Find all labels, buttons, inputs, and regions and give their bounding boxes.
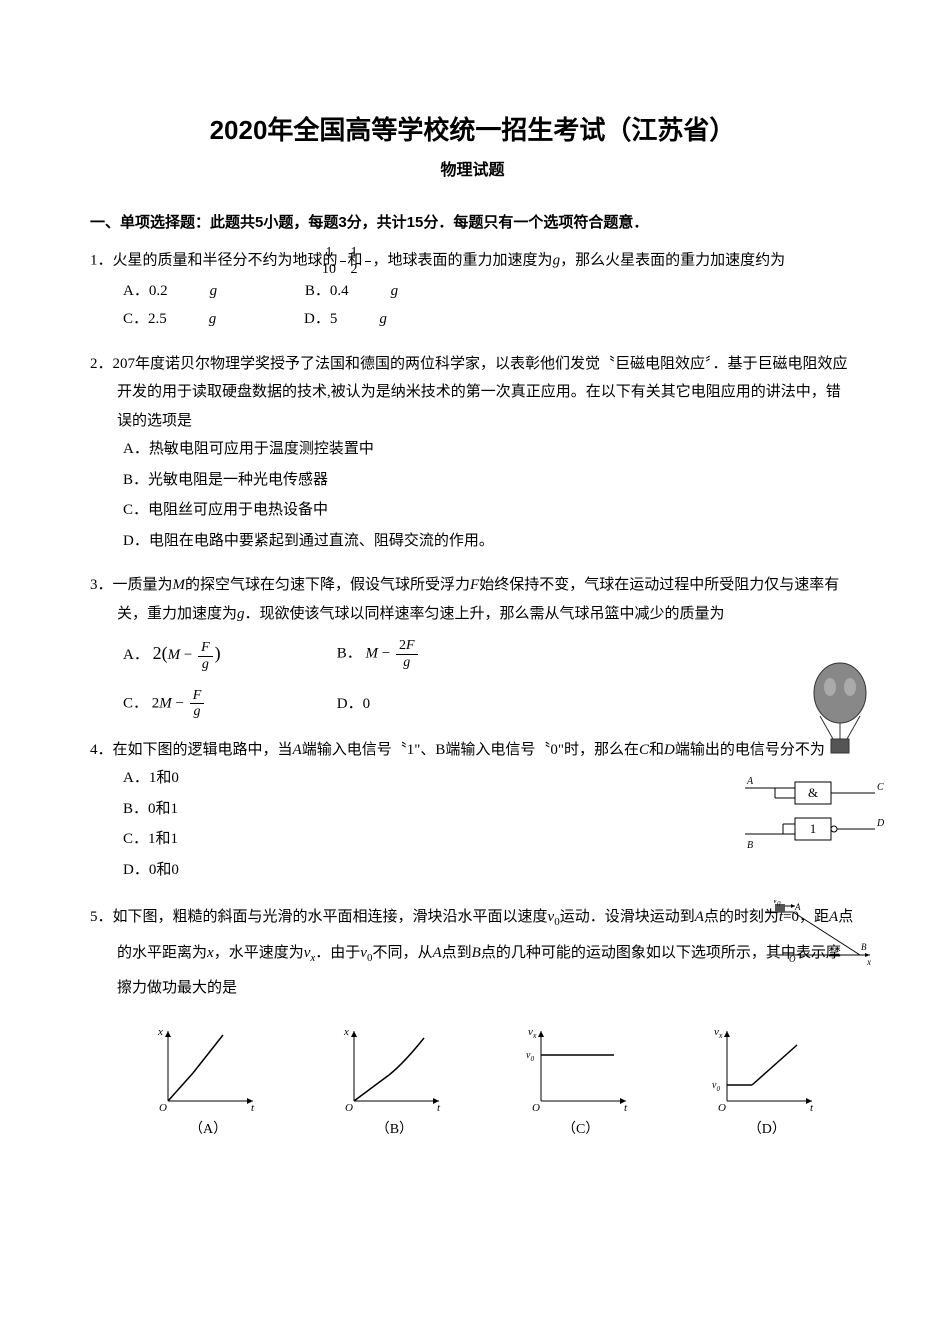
q5-text-i: 点到 (442, 945, 472, 961)
q5-num: 5． (90, 909, 113, 925)
q2-options: A．热敏电阻可应用于温度测控装置中 B．光敏电阻是一种光电传感器 C．电阻丝可应… (90, 435, 855, 555)
q5-graph-D: vx t O v0 （D） (679, 1023, 855, 1144)
q4-A: A (293, 742, 302, 758)
question-5: 5．如下图，粗糙的斜面与光滑的水平面相连接，滑块沿水平面以速度 v0 运动．设滑块运… (90, 900, 855, 1144)
q4-C: C (639, 742, 649, 758)
question-4: 4．在如下图的逻辑电路中，当A端输入电信号〝1"、B端输入电信号〝0"时，那么在… (90, 736, 855, 885)
q1-options-row2: C．2.5g D．5g (90, 305, 855, 334)
q5-text-a: 如下图，粗糙的斜面与光滑的水平面相连接，滑块沿水平面以速度 (113, 909, 548, 925)
q4-text-c: 和 (649, 742, 664, 758)
q3-g: g (237, 606, 245, 622)
svg-text:x: x (866, 957, 871, 967)
svg-text:&: & (808, 785, 818, 800)
q4-text-d: 端输出的电信号分不为 (675, 742, 825, 758)
q5-graph-B: x t O （B） (306, 1023, 482, 1144)
q4-text-a: 在如下图的逻辑电路中，当 (113, 742, 293, 758)
q1-optA: A．0.2 (123, 277, 168, 306)
q4-optD: D．0和0 (123, 856, 855, 885)
q1-optC: C．2.5 (123, 305, 167, 334)
q1-text-a: 火星的质量和半径分不约为地球的 (113, 253, 338, 269)
q1-optB: B．0.4 (305, 277, 349, 306)
page-subtitle: 物理试题 (90, 158, 855, 184)
q1-text-c: ，地球表面的重力加速度为 (373, 253, 553, 269)
q5-text-b: 运动．设滑块运动到 (560, 909, 695, 925)
q3-optD: D．0 (337, 690, 547, 719)
q4-text-b: 端输入电信号〝1"、B端输入电信号〝0"时，那么在 (302, 742, 639, 758)
q2-optA: A．热敏电阻可应用于温度测控装置中 (123, 435, 855, 464)
svg-text:A: A (794, 902, 801, 912)
svg-text:A: A (746, 776, 754, 787)
svg-text:O: O (789, 954, 796, 964)
svg-text:t: t (437, 1102, 441, 1113)
question-3: 3．一质量为M的探空气球在匀速下降，假设气球所受浮力F始终保持不变，气球在运动过… (90, 571, 855, 719)
q3-M: M (173, 577, 186, 593)
q5-graph-C: vx t O v0 （C） (493, 1023, 669, 1144)
q3-options: A． 2(M − Fg) B． M − 2Fg C． 2M − Fg D．0 (90, 636, 855, 719)
q5-text-h: 不同，从 (372, 945, 432, 961)
svg-text:1: 1 (810, 821, 817, 836)
q1-options-row1: A．0.2g B．0.4g (90, 277, 855, 306)
q5-text-g: ．由于 (315, 945, 360, 961)
svg-text:t: t (624, 1102, 628, 1113)
q2-optC: C．电阻丝可应用于电热设备中 (123, 496, 855, 525)
svg-text:x: x (157, 1026, 163, 1038)
question-1: 1．火星的质量和半径分不约为地球的110和12，地球表面的重力加速度为g，那么火… (90, 245, 855, 334)
q3-num: 3． (90, 577, 113, 593)
question-2: 2．207年度诺贝尔物理学奖授予了法国和德国的两位科学家，以表彰他们发觉〝巨磁电… (90, 350, 855, 556)
q2-optB: B．光敏电阻是一种光电传感器 (123, 466, 855, 495)
svg-text:C: C (877, 782, 884, 793)
page-title: 2020年全国高等学校统一招生考试（江苏省） (90, 110, 855, 152)
q3-optC: C． 2M − Fg (123, 688, 333, 720)
svg-text:t: t (810, 1102, 814, 1113)
q2-num: 2． (90, 356, 113, 372)
svg-text:D: D (876, 818, 885, 829)
q3-F: F (470, 577, 479, 593)
svg-text:O: O (345, 1102, 353, 1113)
q3-text-d: ．现欲使该气球以同样速率匀速上升，那么需从气球吊篮中减少的质量为 (245, 606, 725, 622)
q2-stem: 207年度诺贝尔物理学奖授予了法国和德国的两位科学家，以表彰他们发觉〝巨磁电阻效… (113, 356, 848, 429)
q4-options: A．1和0 B．0和1 C．1和1 D．0和0 (90, 764, 855, 884)
q1-text-d: ，那么火星表面的重力加速度约为 (560, 253, 785, 269)
svg-text:B: B (747, 840, 753, 851)
q1-g: g (553, 253, 561, 269)
incline-diagram: v0 A O B x (765, 900, 875, 970)
svg-text:t: t (251, 1102, 255, 1113)
svg-text:v0: v0 (712, 1080, 720, 1093)
q1-frac-1: 110 (340, 245, 346, 277)
q1-frac-2: 12 (365, 245, 371, 277)
q3-text-b: 的探空气球在匀速下降，假设气球所受浮力 (185, 577, 470, 593)
svg-text:O: O (159, 1102, 167, 1113)
q3-optA: A． 2(M − Fg) (123, 636, 333, 671)
logic-gate-diagram: & 1 A B C D (745, 776, 885, 852)
q5-graph-A: x t O （A） (120, 1023, 296, 1144)
q3-optB: B． M − 2Fg (337, 638, 547, 670)
q1-num: 1． (90, 253, 113, 269)
svg-text:v0: v0 (526, 1050, 534, 1063)
q5-graphs: x t O （A） x t O （B） (90, 1023, 855, 1144)
svg-text:O: O (718, 1102, 726, 1113)
q5-text-f: ，水平速度为 (214, 945, 304, 961)
q1-optD: D．5 (304, 305, 337, 334)
svg-text:vx: vx (714, 1026, 723, 1040)
q3-text-a: 一质量为 (113, 577, 173, 593)
svg-text:O: O (532, 1102, 540, 1113)
svg-text:x: x (343, 1026, 349, 1038)
section-header-1: 一、单项选择题：此题共5小题，每题3分，共计15分．每题只有一个选项符合题意． (90, 211, 855, 235)
svg-text:vx: vx (528, 1026, 537, 1040)
svg-text:v0: v0 (773, 900, 781, 908)
svg-text:B: B (861, 942, 867, 952)
q2-optD: D．电阻在电路中要紧起到通过直流、阻碍交流的作用。 (123, 527, 855, 556)
q4-D: D (664, 742, 675, 758)
q4-num: 4． (90, 742, 113, 758)
